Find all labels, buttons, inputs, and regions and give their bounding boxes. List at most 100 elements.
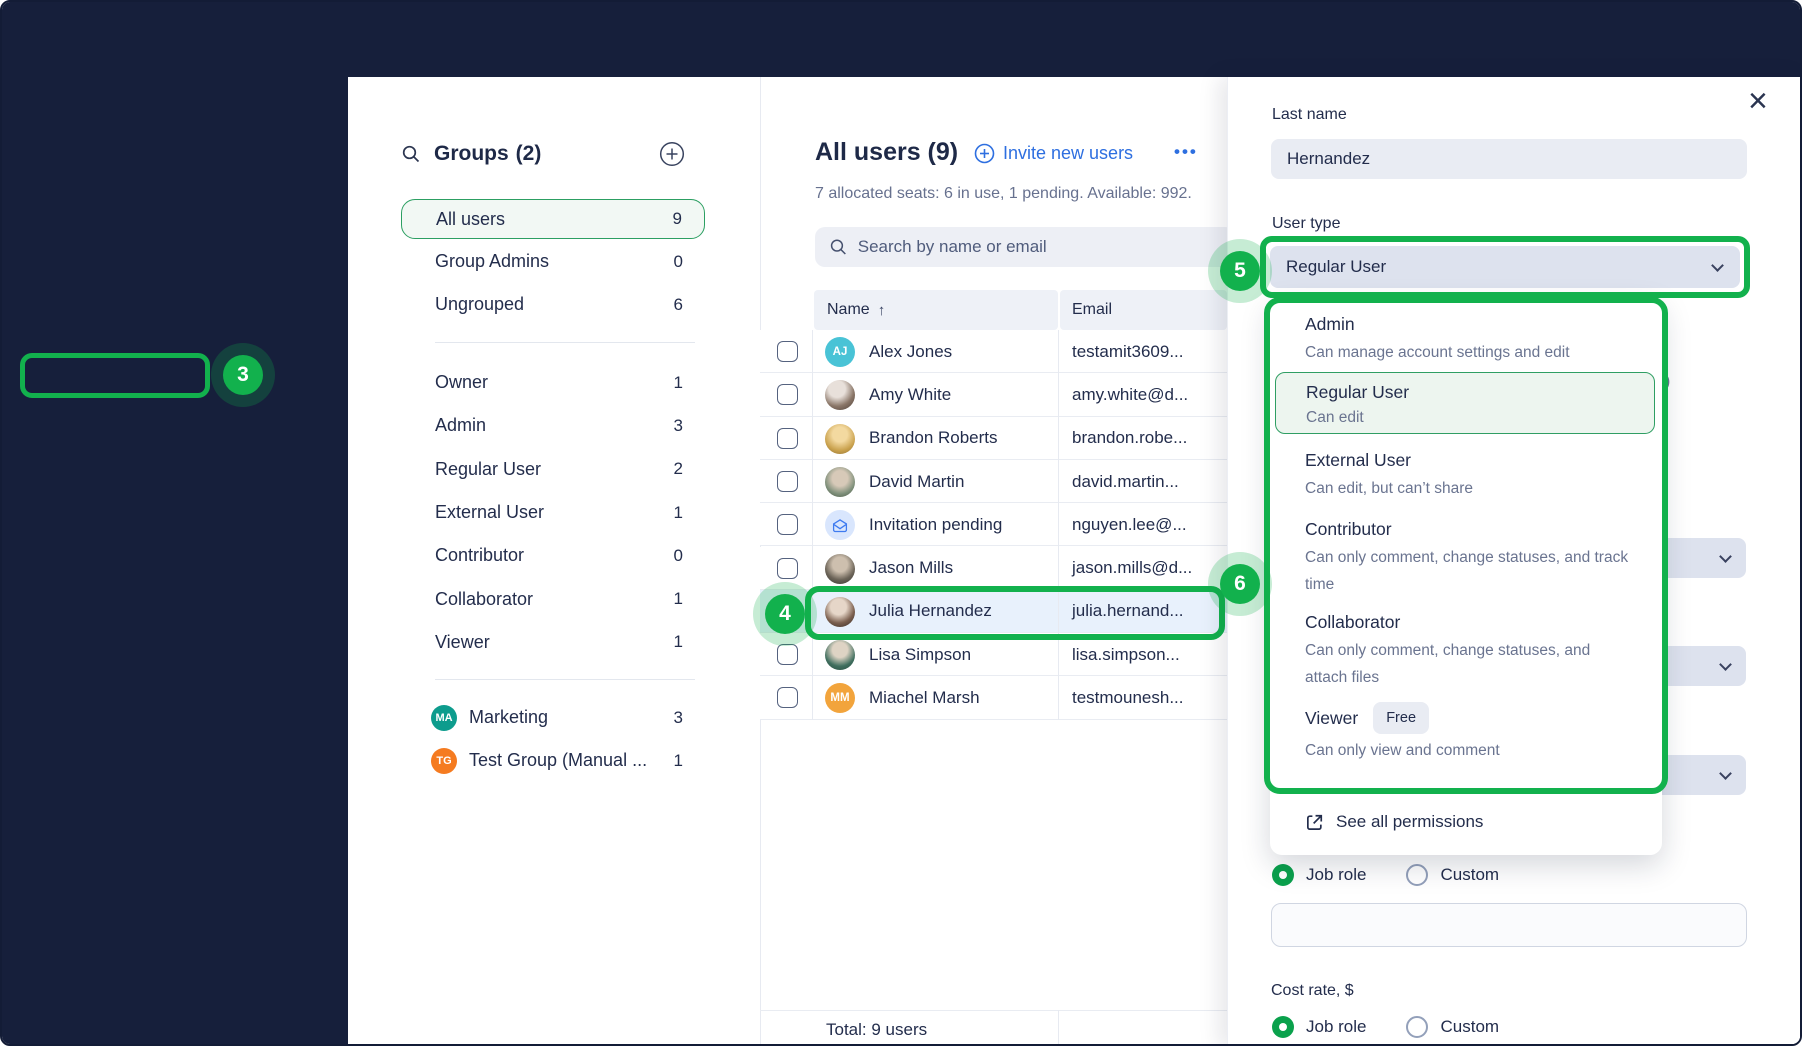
group-item-regular-user[interactable]: Regular User 2 (435, 458, 683, 479)
avatar-photo (825, 553, 855, 584)
table-row-alex-jones[interactable]: AJ Alex Jones testamit3609... (760, 330, 1227, 374)
group-item-collaborator[interactable]: Collaborator 1 (435, 588, 683, 609)
column-divider (1058, 330, 1059, 720)
external-link-icon (1307, 814, 1323, 830)
sidebar (2, 77, 348, 1044)
add-group-icon[interactable] (659, 141, 685, 172)
group-item-ungrouped[interactable]: Ungrouped 6 (435, 294, 683, 315)
group-item-test-group[interactable]: TG Test Group (Manual ... 1 (401, 739, 705, 782)
group-item-group-admins[interactable]: Group Admins 0 (435, 251, 683, 272)
custom-radio-label: Custom (1440, 865, 1500, 884)
sort-asc-icon: ↑ (877, 301, 886, 319)
see-all-permissions-link[interactable]: See all permissions (1305, 812, 1483, 832)
cost-custom-radio-label: Custom (1440, 1017, 1500, 1036)
group-item-viewer[interactable]: Viewer 1 (435, 631, 683, 652)
option-external-user[interactable]: External User Can edit, but can’t share (1305, 450, 1474, 497)
group-label: All users (436, 208, 506, 229)
cost-rate-label: Cost rate, $ (1271, 982, 1354, 999)
option-admin[interactable]: Admin Can manage account settings and ed… (1305, 314, 1570, 361)
row-checkbox[interactable] (777, 427, 798, 449)
groups-named-list: MA Marketing 3 TG Test Group (Manual ...… (401, 696, 705, 783)
column-header-name[interactable]: Name ↑ (814, 290, 1058, 330)
annotation-step-4: 4 (765, 594, 805, 634)
groups-system-list: Group Admins 0 Ungrouped 6 (401, 240, 705, 327)
custom-radio[interactable] (1406, 864, 1429, 886)
table-row-brandon-roberts[interactable]: Brandon Roberts brandon.robe... (760, 416, 1227, 460)
option-contributor[interactable]: Contributor Can only comment, change sta… (1305, 519, 1629, 593)
total-users-label: Total: 9 users (826, 1020, 928, 1039)
table-row-amy-white[interactable]: Amy White amy.white@d... (760, 373, 1227, 417)
group-item-owner[interactable]: Owner 1 (435, 372, 683, 393)
group-count: 9 (672, 209, 682, 228)
search-input[interactable] (857, 237, 1223, 257)
search-icon (830, 239, 846, 255)
table-row-julia-hernandez[interactable]: Julia Hernandez julia.hernand... (760, 589, 1227, 634)
group-item-all-users[interactable]: All users 9 (401, 199, 705, 239)
avatar-initials: AJ (825, 337, 855, 367)
column-header-email[interactable]: Email (1060, 290, 1227, 330)
table-row-invitation-pending[interactable]: Invitation pending nguyen.lee@... (760, 503, 1227, 547)
plus-circle-icon (974, 143, 995, 164)
avatar-initials: MM (825, 683, 855, 714)
chevron-down-icon (1719, 766, 1732, 780)
annotation-step-3: 3 (223, 355, 263, 395)
avatar-photo (825, 423, 855, 454)
groups-title: Groups (434, 142, 509, 165)
chevron-down-icon (1719, 657, 1732, 671)
group-item-marketing[interactable]: MA Marketing 3 (401, 696, 705, 739)
group-item-admin[interactable]: Admin 3 (435, 415, 683, 436)
group-avatar: MA (431, 704, 457, 731)
table-row-miachel-marsh[interactable]: MM Miachel Marsh testmounesh... (760, 676, 1227, 720)
row-checkbox[interactable] (777, 687, 798, 709)
annotation-step-5: 5 (1220, 251, 1260, 291)
group-avatar: TG (431, 747, 457, 774)
avatar-photo (825, 466, 855, 497)
job-role-radio-selected[interactable] (1272, 864, 1294, 886)
user-type-label: User type (1272, 215, 1341, 232)
table-row-david-martin[interactable]: David Martin david.martin... (760, 459, 1227, 504)
divider (435, 342, 695, 343)
option-regular-user-selected[interactable]: Regular User Can edit (1275, 372, 1655, 434)
row-checkbox[interactable] (777, 384, 798, 406)
search-icon[interactable] (402, 145, 420, 163)
groups-count: (2) (515, 142, 542, 165)
job-role-radio-label: Job role (1306, 865, 1367, 884)
groups-role-list: Owner 1 Admin 3 Regular User 2 External … (401, 361, 705, 664)
avatar-photo (825, 640, 855, 671)
envelope-icon (825, 510, 855, 541)
option-viewer[interactable]: Viewer Free Can only view and comment (1305, 702, 1635, 764)
row-checkbox[interactable] (777, 341, 798, 362)
more-actions-icon[interactable]: ••• (1174, 142, 1198, 161)
users-search[interactable] (815, 227, 1235, 267)
option-collaborator[interactable]: Collaborator Can only comment, change st… (1305, 612, 1591, 686)
divider (435, 679, 695, 680)
users-title: All users (9) (815, 138, 959, 166)
row-checkbox[interactable] (777, 470, 798, 492)
group-item-external-user[interactable]: External User 1 (435, 502, 683, 523)
footer-divider (760, 1010, 1227, 1011)
last-name-field[interactable]: Hernandez (1271, 139, 1747, 179)
chevron-down-icon (1719, 549, 1732, 563)
invite-new-users-button[interactable]: Invite new users (974, 143, 1133, 164)
table-row-jason-mills[interactable]: Jason Mills jason.mills@d... (760, 546, 1227, 590)
avatar-photo (825, 596, 855, 627)
chevron-down-icon (1711, 258, 1724, 272)
table-row-lisa-simpson[interactable]: Lisa Simpson lisa.simpson... (760, 633, 1227, 677)
row-checkbox[interactable] (777, 514, 798, 536)
cost-custom-radio[interactable] (1406, 1016, 1429, 1038)
close-icon[interactable]: × (1748, 82, 1768, 120)
obscured-text-fragment: ) (1665, 373, 1671, 390)
seats-summary: 7 allocated seats: 6 in use, 1 pending. … (815, 185, 1192, 202)
cost-rate-radio-group: Job role Custom (1272, 1016, 1499, 1038)
rate-source-radio-group: Job role Custom (1272, 864, 1499, 886)
last-name-label: Last name (1272, 106, 1347, 123)
job-role-field[interactable] (1271, 903, 1747, 947)
row-checkbox[interactable] (777, 644, 798, 666)
top-bar (2, 2, 1800, 77)
group-item-contributor[interactable]: Contributor 0 (435, 545, 683, 566)
user-type-select[interactable]: Regular User (1270, 246, 1740, 288)
cost-job-role-radio-selected[interactable] (1272, 1016, 1294, 1038)
row-checkbox[interactable] (777, 557, 798, 579)
free-badge: Free (1373, 702, 1430, 734)
